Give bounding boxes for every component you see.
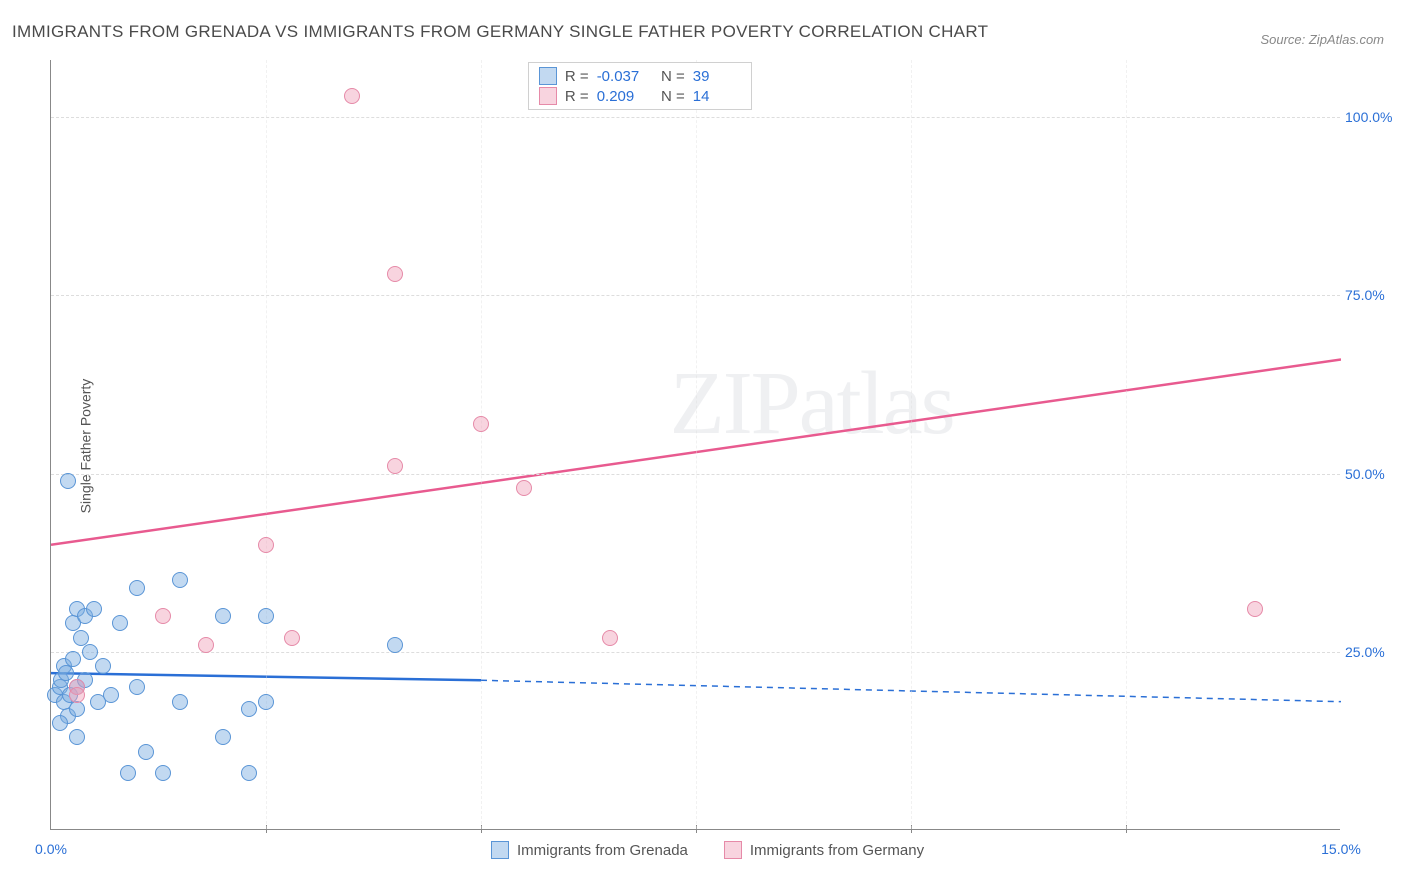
ytick-label: 25.0% — [1345, 644, 1400, 660]
scatter-point — [95, 658, 111, 674]
scatter-point — [387, 458, 403, 474]
legend-series-label: Immigrants from Germany — [750, 842, 924, 859]
legend-top: R = -0.037 N = 39R = 0.209 N = 14 — [528, 62, 752, 110]
gridline-v — [1126, 60, 1127, 829]
scatter-point — [172, 694, 188, 710]
scatter-point — [284, 630, 300, 646]
scatter-point — [60, 473, 76, 489]
legend-bottom-item: Immigrants from Germany — [724, 841, 924, 859]
scatter-point — [155, 608, 171, 624]
scatter-point — [241, 701, 257, 717]
scatter-point — [58, 665, 74, 681]
plot-area: ZIPatlas 25.0%50.0%75.0%100.0%0.0%15.0%R… — [50, 60, 1340, 830]
legend-swatch — [539, 87, 557, 105]
scatter-point — [258, 537, 274, 553]
ytick-label: 50.0% — [1345, 466, 1400, 482]
ytick-label: 100.0% — [1345, 109, 1400, 125]
source-credit: Source: ZipAtlas.com — [1260, 32, 1384, 47]
legend-bottom-item: Immigrants from Grenada — [491, 841, 688, 859]
scatter-point — [138, 744, 154, 760]
legend-swatch — [724, 841, 742, 859]
legend-series-label: Immigrants from Grenada — [517, 842, 688, 859]
scatter-point — [258, 694, 274, 710]
gridline-v — [481, 60, 482, 829]
xtick-label: 15.0% — [1321, 841, 1361, 857]
scatter-point — [387, 266, 403, 282]
scatter-point — [112, 615, 128, 631]
scatter-point — [258, 608, 274, 624]
chart-title: IMMIGRANTS FROM GRENADA VS IMMIGRANTS FR… — [12, 22, 988, 42]
gridline-v — [911, 60, 912, 829]
scatter-point — [215, 729, 231, 745]
legend-top-row: R = -0.037 N = 39 — [539, 67, 741, 85]
scatter-point — [155, 765, 171, 781]
legend-r-label: R = — [565, 88, 589, 105]
scatter-point — [52, 715, 68, 731]
scatter-point — [120, 765, 136, 781]
legend-n-label: N = — [653, 68, 685, 85]
scatter-point — [65, 651, 81, 667]
scatter-point — [69, 687, 85, 703]
scatter-point — [69, 701, 85, 717]
scatter-point — [1247, 601, 1263, 617]
scatter-point — [129, 580, 145, 596]
legend-n-value: 14 — [693, 88, 741, 105]
scatter-point — [198, 637, 214, 653]
legend-n-label: N = — [653, 88, 685, 105]
scatter-point — [473, 416, 489, 432]
scatter-point — [215, 608, 231, 624]
scatter-point — [82, 644, 98, 660]
scatter-point — [129, 679, 145, 695]
ytick-label: 75.0% — [1345, 287, 1400, 303]
scatter-point — [241, 765, 257, 781]
legend-r-value: -0.037 — [597, 68, 645, 85]
scatter-point — [602, 630, 618, 646]
legend-r-label: R = — [565, 68, 589, 85]
gridline-v — [266, 60, 267, 829]
legend-bottom: Immigrants from Grenada Immigrants from G… — [491, 841, 924, 859]
legend-swatch — [491, 841, 509, 859]
legend-n-value: 39 — [693, 68, 741, 85]
scatter-point — [86, 601, 102, 617]
xtick-label: 0.0% — [35, 841, 67, 857]
scatter-point — [103, 687, 119, 703]
scatter-point — [387, 637, 403, 653]
legend-top-row: R = 0.209 N = 14 — [539, 87, 741, 105]
chart-container: IMMIGRANTS FROM GRENADA VS IMMIGRANTS FR… — [0, 0, 1406, 892]
scatter-point — [344, 88, 360, 104]
scatter-point — [516, 480, 532, 496]
scatter-point — [69, 729, 85, 745]
gridline-v — [696, 60, 697, 829]
scatter-point — [172, 572, 188, 588]
legend-r-value: 0.209 — [597, 88, 645, 105]
legend-swatch — [539, 67, 557, 85]
